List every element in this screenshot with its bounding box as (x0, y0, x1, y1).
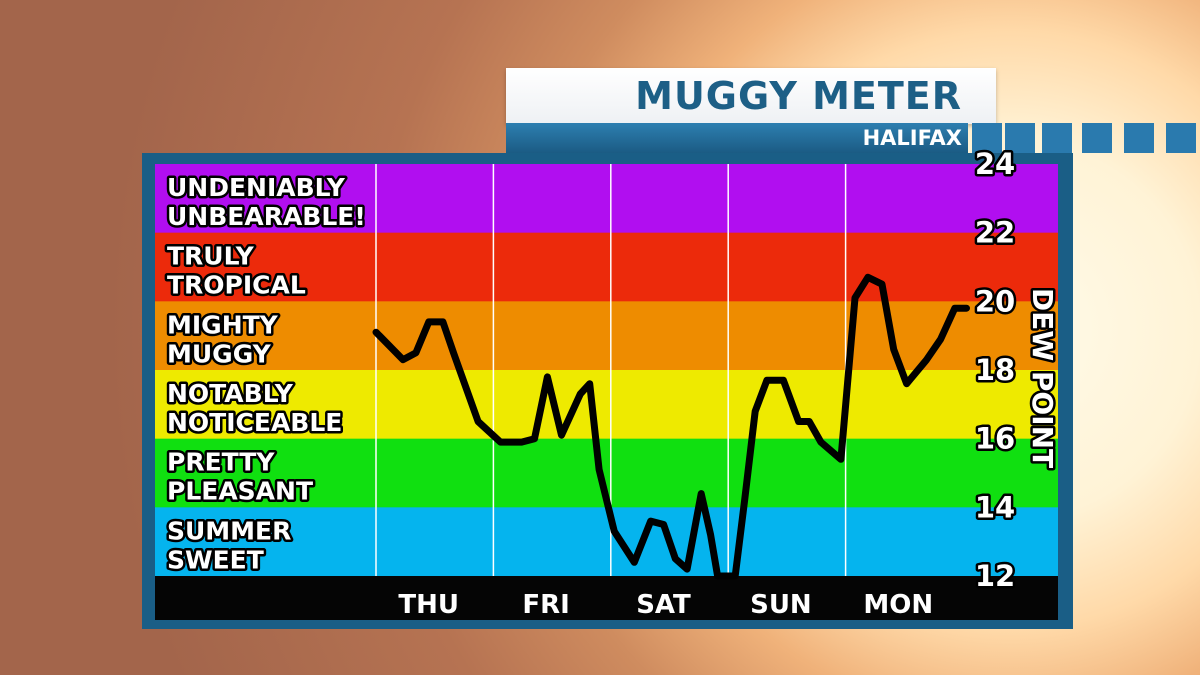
decor-square (1166, 123, 1196, 153)
zone-label: MIGHTY (167, 310, 279, 339)
zone-label: PLEASANT (167, 477, 313, 506)
decor-square (1124, 123, 1154, 153)
zone-label: UNDENIABLY (167, 173, 346, 202)
zone-band (155, 232, 1058, 302)
location-label: HALIFAX (862, 126, 962, 150)
day-label: FRI (522, 590, 569, 620)
dew-point-line (372, 273, 970, 580)
y-tick-label: 22 (975, 216, 1015, 250)
chart-title: MUGGY METER (635, 74, 962, 118)
day-label: THU (398, 590, 459, 620)
decor-square (1005, 123, 1035, 153)
zone-band (155, 301, 1058, 371)
zone-label: TRULY (167, 242, 255, 271)
day-label: SUN (750, 590, 812, 620)
decor-square (1042, 123, 1072, 153)
y-tick-label: 14 (975, 490, 1015, 524)
title-banner: MUGGY METER (506, 68, 996, 124)
zone-label: NOTICEABLE (167, 408, 342, 437)
zone-label: SUMMER (167, 516, 291, 545)
location-banner: HALIFAX (506, 123, 968, 153)
y-tick-label: 20 (975, 284, 1015, 318)
zone-label: MUGGY (167, 339, 272, 368)
y-axis-title: DEW POINT (1026, 288, 1059, 468)
zone-label: TROPICAL (167, 271, 306, 300)
decor-square (1082, 123, 1112, 153)
day-label: MON (863, 590, 933, 620)
y-tick-label: 24 (975, 147, 1015, 181)
zone-band (155, 164, 1058, 234)
zone-label: NOTABLY (167, 379, 294, 408)
decor-square (972, 123, 1002, 153)
day-label: SAT (636, 590, 691, 620)
y-tick-label: 12 (975, 559, 1015, 593)
zone-label: SWEET (167, 545, 264, 574)
zone-label: UNBEARABLE! (167, 202, 366, 231)
y-tick-label: 16 (975, 422, 1015, 456)
zone-band (155, 507, 1058, 577)
zone-label: PRETTY (167, 448, 275, 477)
y-tick-label: 18 (975, 353, 1015, 387)
day-axis-bar (155, 576, 1058, 620)
